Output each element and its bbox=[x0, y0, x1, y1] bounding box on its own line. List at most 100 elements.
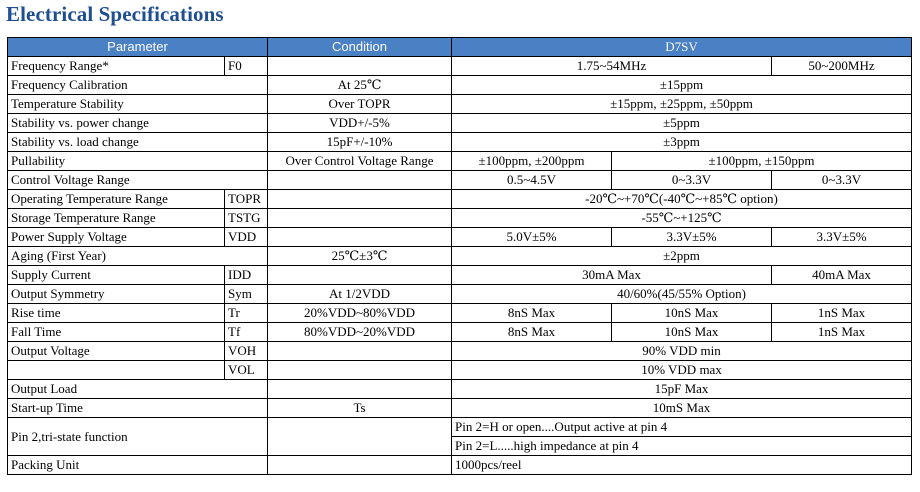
value-cell: 15pF Max bbox=[451, 379, 913, 399]
table-row: Output Load 15pF Max bbox=[6, 379, 913, 399]
value-cell: 8nS Max bbox=[451, 303, 613, 323]
table-row: Power Supply Voltage VDD 5.0V±5% 3.3V±5%… bbox=[7, 227, 913, 247]
value-cell: 1nS Max bbox=[771, 322, 913, 342]
value-cell: 10mS Max bbox=[451, 398, 913, 418]
param-cell: Output Voltage bbox=[7, 341, 225, 361]
condition-cell bbox=[267, 56, 453, 76]
param-cell: Stability vs. load change bbox=[6, 132, 269, 152]
table-row: Temperature Stability Over TOPR ±15ppm, … bbox=[6, 94, 913, 114]
value-cell: -55℃~+125℃ bbox=[451, 208, 913, 228]
param-cell: Pullability bbox=[6, 151, 269, 171]
condition-cell: Over TOPR bbox=[267, 94, 453, 114]
symbol-cell: VOH bbox=[223, 341, 269, 361]
table-row: Start-up Time Ts 10mS Max bbox=[6, 398, 913, 418]
symbol-cell: IDD bbox=[223, 265, 269, 285]
condition-cell bbox=[267, 455, 453, 475]
param-cell: Operating Temperature Range bbox=[7, 189, 225, 209]
value-cell: 8nS Max bbox=[451, 322, 613, 342]
value-cell: Pin 2=H or open....Output active at pin … bbox=[451, 417, 913, 437]
param-cell: Aging (First Year) bbox=[6, 246, 269, 266]
param-cell: Supply Current bbox=[7, 265, 225, 285]
value-cell: 1.75~54MHz bbox=[451, 56, 773, 76]
value-cell: 40mA Max bbox=[771, 265, 913, 285]
value-cell: ±2ppm bbox=[451, 246, 913, 266]
value-cell: 10nS Max bbox=[611, 303, 773, 323]
symbol-cell: F0 bbox=[223, 56, 269, 76]
condition-cell: At 1/2VDD bbox=[267, 284, 453, 304]
value-cell: 10% VDD max bbox=[451, 360, 913, 380]
value-cell: 0.5~4.5V bbox=[451, 170, 613, 190]
table-row: Pullability Over Control Voltage Range ±… bbox=[6, 151, 913, 171]
value-cell: -20℃~+70℃(-40℃~+85℃ option) bbox=[451, 189, 913, 209]
value-cell: 0~3.3V bbox=[771, 170, 913, 190]
table-row: Packing Unit 1000pcs/reel bbox=[6, 455, 913, 475]
condition-cell bbox=[267, 341, 453, 361]
symbol-cell: TSTG bbox=[223, 208, 269, 228]
value-cell: 1nS Max bbox=[771, 303, 913, 323]
table-row: Output Symmetry Sym At 1/2VDD 40/60%(45/… bbox=[7, 284, 913, 304]
value-cell: 90% VDD min bbox=[451, 341, 913, 361]
symbol-cell: TOPR bbox=[223, 189, 269, 209]
symbol-cell: VOL bbox=[223, 360, 269, 380]
param-cell: Stability vs. power change bbox=[6, 113, 269, 133]
condition-cell bbox=[267, 208, 453, 228]
param-cell: Pin 2,tri-state function bbox=[6, 417, 269, 456]
table-row: Supply Current IDD 30mA Max 40mA Max bbox=[7, 265, 913, 285]
table-row: Stability vs. power change VDD+/-5% ±5pp… bbox=[6, 113, 913, 133]
param-cell: Frequency Calibration bbox=[6, 75, 269, 95]
value-cell: ±5ppm bbox=[451, 113, 913, 133]
value-cell: 10nS Max bbox=[611, 322, 773, 342]
header-model: D7SV bbox=[451, 37, 913, 57]
spec-table: Parameter Condition D7SV Frequency Range… bbox=[6, 37, 913, 475]
value-cell: 3.3V±5% bbox=[771, 227, 913, 247]
condition-cell: 15pF+/-10% bbox=[267, 132, 453, 152]
table-row: Pin 2,tri-state function Pin 2=H or open… bbox=[6, 417, 913, 456]
header-condition: Condition bbox=[267, 37, 453, 57]
table-row: Operating Temperature Range TOPR -20℃~+7… bbox=[7, 189, 913, 209]
condition-cell bbox=[267, 189, 453, 209]
value-cell: ±100ppm, ±200ppm bbox=[451, 151, 613, 171]
value-cell: 40/60%(45/55% Option) bbox=[451, 284, 913, 304]
param-cell: Temperature Stability bbox=[6, 94, 269, 114]
param-cell: Packing Unit bbox=[6, 455, 269, 475]
value-cell: 5.0V±5% bbox=[451, 227, 613, 247]
condition-cell bbox=[267, 417, 453, 456]
symbol-cell: VDD bbox=[223, 227, 269, 247]
table-row: Control Voltage Range 0.5~4.5V 0~3.3V 0~… bbox=[6, 170, 913, 190]
condition-cell: Over Control Voltage Range bbox=[267, 151, 453, 171]
table-row: Output Voltage VOH 90% VDD min bbox=[7, 341, 913, 361]
value-cell: ±100ppm, ±150ppm bbox=[611, 151, 913, 171]
symbol-cell: Tr bbox=[223, 303, 269, 323]
param-cell bbox=[7, 360, 225, 380]
table-row: VOL 10% VDD max bbox=[7, 360, 913, 380]
table-row: Rise time Tr 20%VDD~80%VDD 8nS Max 10nS … bbox=[7, 303, 913, 323]
param-cell: Fall Time bbox=[7, 322, 225, 342]
page-title: Electrical Specifications bbox=[6, 2, 224, 26]
table-row: Stability vs. load change 15pF+/-10% ±3p… bbox=[6, 132, 913, 152]
header-parameter: Parameter bbox=[6, 37, 269, 57]
symbol-cell: Tf bbox=[223, 322, 269, 342]
value-cell: 50~200MHz bbox=[771, 56, 913, 76]
param-cell: Rise time bbox=[7, 303, 225, 323]
value-cell: Pin 2=L.....high impedance at pin 4 bbox=[451, 436, 913, 456]
value-cell: 1000pcs/reel bbox=[451, 455, 913, 475]
table-row: Frequency Range* F0 1.75~54MHz 50~200MHz bbox=[7, 56, 913, 76]
value-cell: ±15ppm bbox=[451, 75, 913, 95]
condition-cell bbox=[267, 227, 453, 247]
condition-cell: 20%VDD~80%VDD bbox=[267, 303, 453, 323]
value-cell: ±15ppm, ±25ppm, ±50ppm bbox=[451, 94, 913, 114]
param-cell: Power Supply Voltage bbox=[7, 227, 225, 247]
condition-cell: At 25℃ bbox=[267, 75, 453, 95]
value-cell: ±3ppm bbox=[451, 132, 913, 152]
condition-cell: VDD+/-5% bbox=[267, 113, 453, 133]
condition-cell bbox=[267, 170, 453, 190]
condition-cell bbox=[267, 360, 453, 380]
param-cell: Storage Temperature Range bbox=[7, 208, 225, 228]
value-cell: 30mA Max bbox=[451, 265, 773, 285]
table-row: Storage Temperature Range TSTG -55℃~+125… bbox=[7, 208, 913, 228]
param-cell: Output Symmetry bbox=[7, 284, 225, 304]
condition-cell: 25℃±3℃ bbox=[267, 246, 453, 266]
condition-cell bbox=[267, 379, 453, 399]
value-cell: 0~3.3V bbox=[611, 170, 773, 190]
value-cell: 3.3V±5% bbox=[611, 227, 773, 247]
